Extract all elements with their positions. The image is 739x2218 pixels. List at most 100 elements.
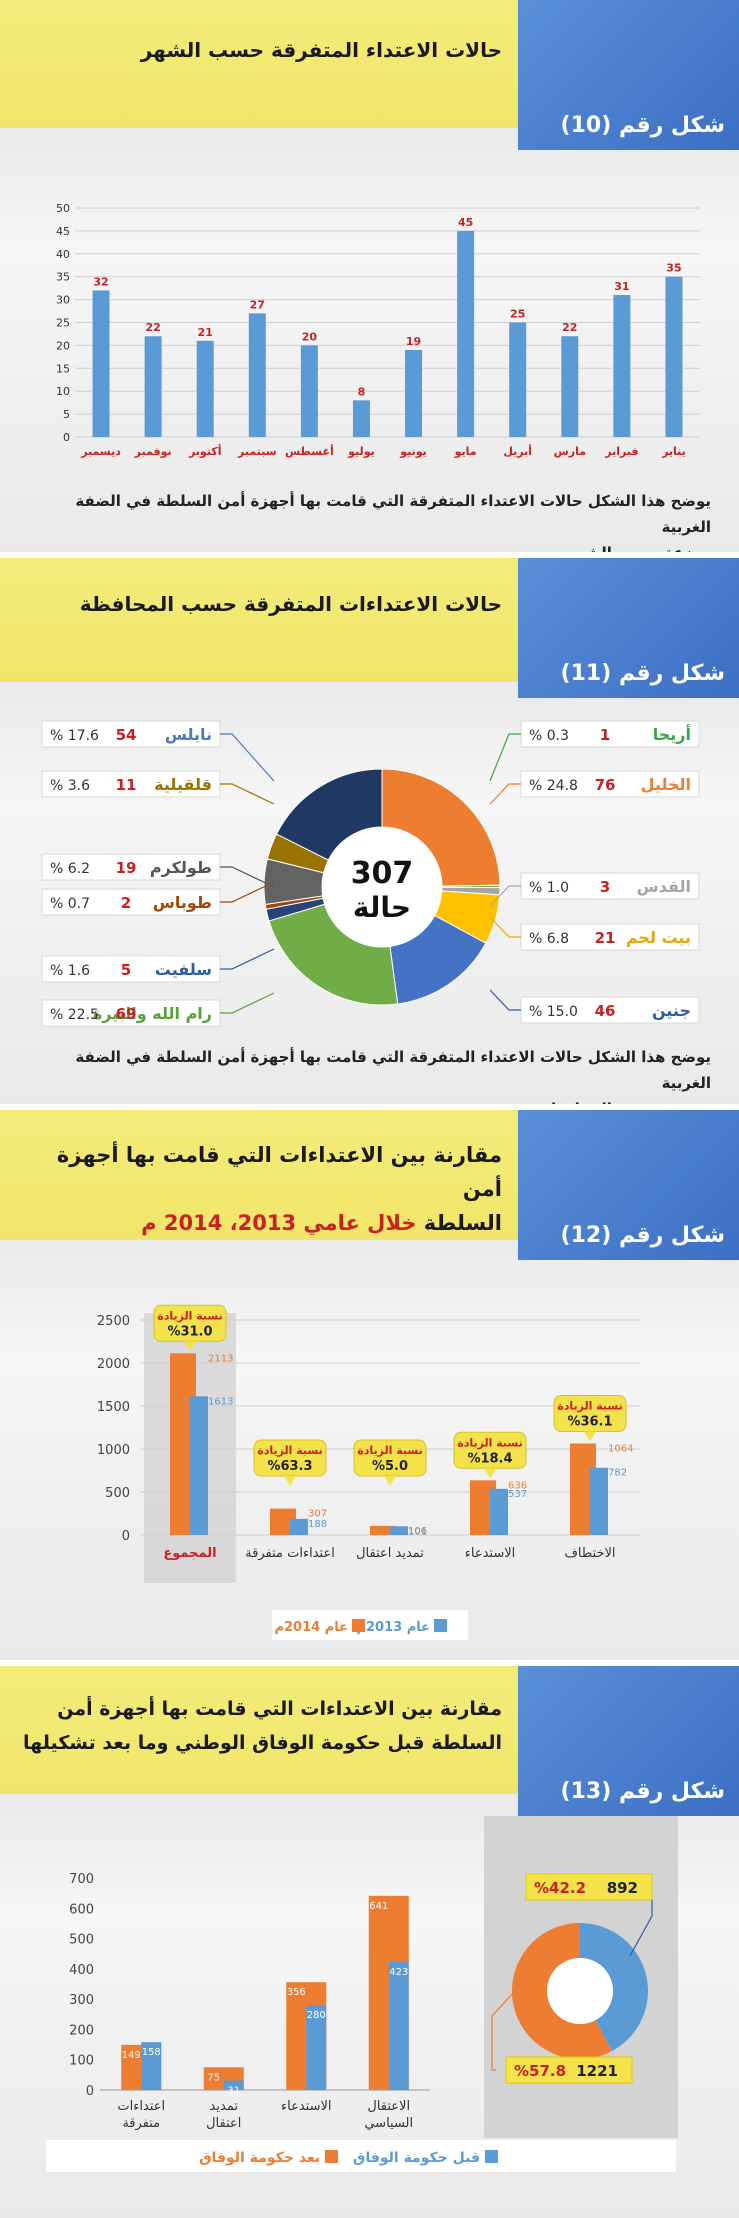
leader-line	[220, 866, 275, 888]
label-pct: % 22.5	[50, 1007, 99, 1023]
donut-slice	[381, 768, 501, 887]
callout-pct: %57.8	[514, 2062, 566, 2080]
label-name: الخليل	[641, 775, 691, 794]
leader-line	[220, 992, 275, 1014]
fig12-title-bar: مقارنة بين الاعتداءات التي قامت بها أجهز…	[0, 1110, 518, 1240]
value-2013: 537	[508, 1489, 527, 1500]
callout-pointer	[484, 1468, 496, 1479]
label-count: 11	[116, 776, 137, 794]
donut-center-number: 307	[351, 856, 414, 891]
y-tick-label: 400	[69, 1963, 94, 1978]
callout-bubble	[153, 1304, 227, 1342]
fig10-desc-line1: يوضح هذا الشكل حالات الاعتداء المتفرقة ا…	[75, 492, 711, 536]
bar-value-label: 21	[198, 326, 213, 339]
bar-2013	[390, 1526, 408, 1535]
label-count: 2	[121, 894, 131, 912]
bar-4	[457, 230, 475, 437]
donut-hole	[322, 827, 442, 947]
bar-before	[223, 2080, 244, 2090]
y-tick-label: 50	[56, 202, 70, 215]
value-2013: 188	[308, 1519, 327, 1530]
label-name: أريحا	[653, 724, 691, 744]
fig10-bar-chart: 0 5 10 15 20 25 30 35 40 45 50 35 يناير 31 فبراير 22 مار…	[56, 202, 700, 458]
legend-box	[46, 2140, 676, 2172]
bar-11	[92, 290, 110, 437]
bar-5	[405, 349, 423, 437]
callout-value: %5.0	[372, 1459, 408, 1474]
bar-1	[613, 295, 631, 437]
fig13-title-line1: مقارنة بين الاعتداءات التي قامت بها أجهز…	[57, 1698, 502, 1720]
fig11-tag: شكل رقم (11)	[518, 558, 739, 698]
fig11-title-bar: حالات الاعتداءات المتفرقة حسب المحافظة	[0, 558, 518, 682]
bar-value-label: 20	[302, 330, 318, 343]
label-count: 1	[600, 726, 610, 744]
donut-center-word: حالة	[353, 891, 411, 924]
callout-pointer	[384, 1476, 396, 1486]
value-2013: 1613	[208, 1396, 233, 1407]
callout-value: %31.0	[167, 1324, 212, 1339]
fig13-chart: 0 100 200 300 400 500 600 700 149 158 اعتداءات متفر…	[46, 1816, 678, 2172]
fig11-desc-line1: يوضح هذا الشكل حالات الاعتداء المتفرقة ا…	[75, 1048, 711, 1092]
value-after: 149	[122, 2050, 141, 2061]
x-tick-label: فبراير	[604, 445, 638, 458]
callout-bubble	[553, 1394, 627, 1432]
increase-callout: نسبة الزيادة %5.0	[353, 1439, 427, 1486]
bar-value-label: 27	[250, 298, 265, 311]
callout-box	[505, 2056, 633, 2084]
value-2013: 782	[608, 1468, 627, 1479]
x-tick-label: السياسي	[364, 2116, 413, 2131]
legend-swatch-2013	[434, 1619, 447, 1632]
value-2013: 101	[408, 1526, 427, 1537]
label-name: جنين	[652, 1001, 691, 1020]
figure-10: حالات الاعتداء المتفرقة حسب الشهر شكل رق…	[0, 0, 739, 552]
x-tick-label: المجموع	[163, 1546, 216, 1561]
callout-label: نسبة الزيادة	[157, 1309, 222, 1322]
fig10-title-bar: حالات الاعتداء المتفرقة حسب الشهر	[0, 0, 518, 128]
x-tick-label: مارس	[554, 445, 586, 458]
label-box	[41, 720, 221, 748]
x-tick-label: أغسطس	[285, 444, 334, 458]
x-tick-label: أبريل	[503, 444, 532, 458]
leader-before	[629, 1900, 653, 1957]
legend-swatch-after	[325, 2150, 338, 2163]
x-tick-label: متفرقة	[122, 2116, 160, 2131]
value-2014: 106	[408, 1526, 427, 1537]
fig13-tag-label: شكل رقم (13)	[560, 1779, 725, 1804]
fig13-title-line2: السلطة قبل حكومة الوفاق الوطني وما بعد ت…	[23, 1732, 502, 1754]
value-2014: 1064	[608, 1443, 633, 1454]
y-tick-label: 10	[56, 385, 70, 398]
legend-label-before: قبل حكومة الوفاق	[353, 2150, 480, 2166]
value-before: 158	[142, 2047, 161, 2058]
bar-2014	[370, 1525, 396, 1535]
bar-before	[388, 1961, 409, 2090]
y-tick-label: 300	[69, 1993, 94, 2008]
value-2014: 307	[308, 1509, 327, 1520]
legend-label-after: بعد حكومة الوفاق	[199, 2150, 320, 2166]
label-count: 19	[116, 859, 137, 877]
label-name: القدس	[637, 877, 691, 896]
value-before: 31	[227, 2086, 240, 2097]
callout-count: 1221	[576, 2062, 618, 2080]
bar-value-label: 22	[145, 321, 160, 334]
label-name: طوباس	[153, 893, 212, 912]
value-after: 356	[287, 1987, 306, 1998]
fig10-tag: شكل رقم (10)	[518, 0, 739, 150]
legend-swatch-before	[485, 2150, 498, 2163]
callout-value: %18.4	[467, 1451, 512, 1466]
label-count: 54	[116, 726, 137, 744]
fig12-tag-label: شكل رقم (12)	[560, 1223, 725, 1248]
y-tick-label: 2500	[97, 1314, 130, 1329]
label-pct: % 3.6	[50, 778, 90, 794]
callout-label: نسبة الزيادة	[557, 1399, 622, 1412]
bar-10	[144, 336, 162, 437]
value-after: 641	[369, 1901, 388, 1912]
y-tick-label: 0	[86, 2084, 94, 2099]
fig10-title: حالات الاعتداء المتفرقة حسب الشهر	[140, 38, 502, 62]
label-name: طولكرم	[150, 858, 212, 877]
bar-9	[196, 340, 214, 437]
leader-line	[489, 885, 521, 907]
label-pct: % 6.2	[50, 861, 90, 877]
fig12-bar-chart: 0 500 1000 1500 2000 2500 2113 1613 المجموع نسبة …	[97, 1304, 640, 1640]
figure-12: مقارنة بين الاعتداءات التي قامت بها أجهز…	[0, 1110, 739, 1660]
